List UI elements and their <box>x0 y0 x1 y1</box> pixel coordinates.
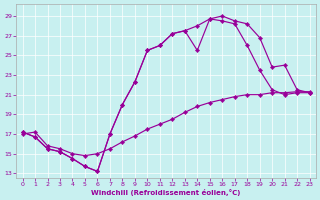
X-axis label: Windchill (Refroidissement éolien,°C): Windchill (Refroidissement éolien,°C) <box>92 189 241 196</box>
